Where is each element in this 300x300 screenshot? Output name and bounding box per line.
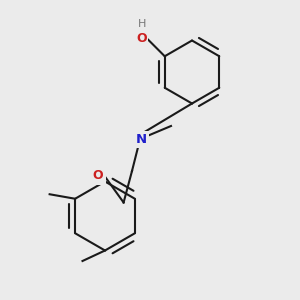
- Text: O: O: [92, 169, 103, 182]
- Text: N: N: [135, 133, 147, 146]
- Text: O: O: [136, 32, 147, 45]
- Text: H: H: [137, 19, 146, 29]
